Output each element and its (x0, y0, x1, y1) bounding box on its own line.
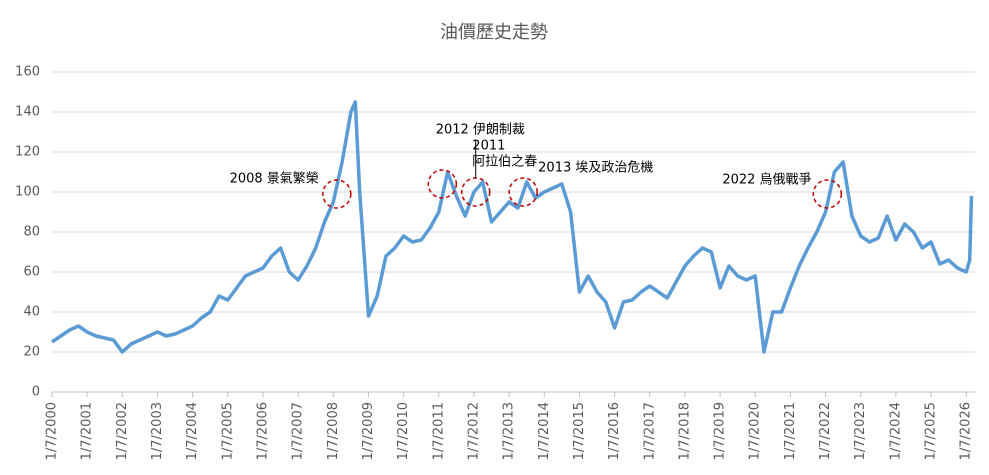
annotation-label: 2013 埃及政治危機 (538, 161, 653, 176)
x-tick-label: 1/7/2016 (607, 402, 622, 460)
x-tick-label: 1/7/2007 (291, 402, 306, 460)
annotation-circle (322, 179, 352, 209)
y-tick-label: 160 (15, 65, 40, 80)
y-tick-label: 0 (32, 385, 40, 400)
y-tick-label: 140 (15, 105, 40, 120)
price-line (51, 100, 974, 354)
y-tick-label: 100 (15, 185, 40, 200)
annotation-label: 2008 景氣繁榮 (230, 171, 319, 187)
annotation-label: 2012 伊朗制裁 (436, 122, 525, 138)
x-tick-label: 1/7/2009 (361, 402, 376, 460)
y-tick-label: 20 (23, 345, 40, 360)
x-tick-label: 1/7/2006 (255, 402, 270, 460)
annotation-circle (508, 177, 538, 207)
x-tick-label: 1/7/2023 (853, 402, 868, 460)
x-tick-label: 1/7/2022 (818, 402, 833, 460)
x-tick-label: 1/7/2001 (80, 402, 95, 460)
x-tick-label: 1/7/2026 (959, 402, 974, 460)
annotation-circle (427, 169, 458, 199)
x-tick-label: 1/7/2011 (431, 402, 446, 460)
y-tick-label: 80 (23, 225, 40, 240)
x-tick-label: 1/7/2000 (45, 402, 60, 460)
x-tick-label: 1/7/2024 (888, 402, 903, 460)
x-tick-label: 1/7/2017 (642, 402, 657, 460)
annotation-circle (812, 179, 843, 209)
annotation-label: 2011 (472, 139, 505, 154)
x-tick-label: 1/7/2015 (572, 402, 587, 460)
x-tick-label: 1/7/2021 (783, 402, 798, 460)
x-tick-label: 1/7/2008 (326, 402, 341, 460)
y-tick-label: 120 (15, 145, 40, 160)
y-tick-label: 40 (23, 305, 40, 320)
x-tick-label: 1/7/2010 (396, 402, 411, 460)
x-tick-label: 1/7/2004 (185, 402, 200, 460)
x-tick-label: 1/7/2013 (502, 402, 517, 460)
x-tick-label: 1/7/2012 (466, 402, 481, 460)
x-tick-label: 1/7/2014 (537, 402, 552, 460)
y-tick-label: 60 (23, 265, 40, 280)
x-tick-label: 1/7/2025 (924, 402, 939, 460)
x-tick-label: 1/7/2018 (677, 402, 692, 460)
x-tick-label: 1/7/2002 (115, 402, 130, 460)
x-tick-label: 1/7/2020 (748, 402, 763, 460)
x-tick-label: 1/7/2005 (220, 402, 235, 460)
annotation-label: 阿拉伯之春 (472, 155, 537, 170)
chart-title: 油價歷史走勢 (440, 22, 548, 43)
x-tick-label: 1/7/2003 (150, 402, 165, 460)
annotation-label: 2022 烏俄戰爭 (722, 172, 811, 188)
x-tick-label: 1/7/2019 (713, 402, 728, 460)
